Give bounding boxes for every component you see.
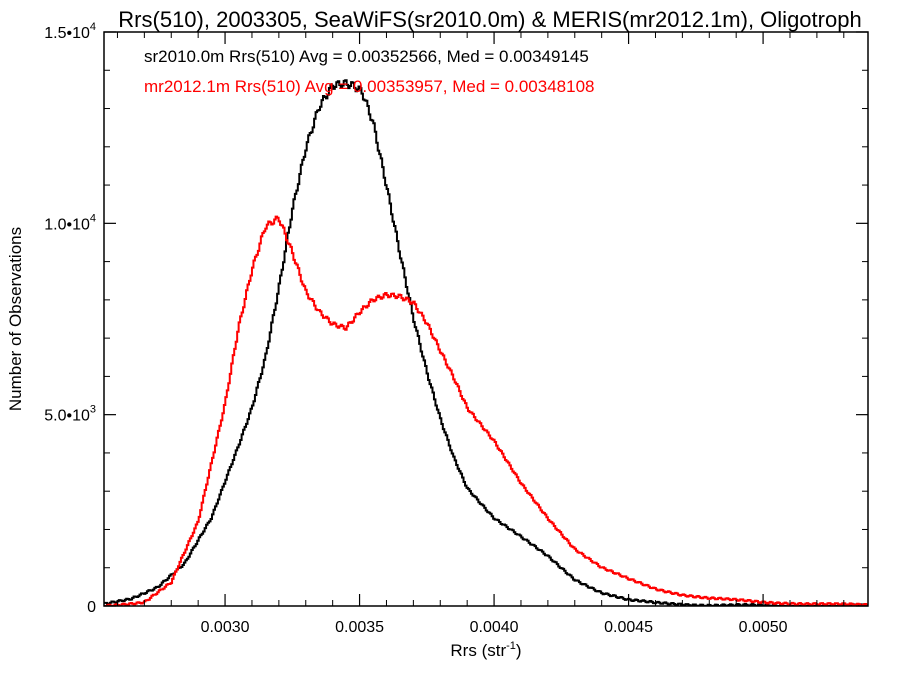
series-layer xyxy=(104,79,868,606)
series-line-sr2010.0m xyxy=(104,79,868,606)
ticks-layer: 0.0030 0.0035 0.0040 0.0045 0.0050 0 5.0•103 1.… xyxy=(44,21,868,636)
chart-title: Rrs(510), 2003305, SeaWiFS(sr2010.0m) & … xyxy=(118,7,861,32)
y-tick-label: 0 xyxy=(87,599,96,616)
x-tick-label: 0.0040 xyxy=(470,619,519,636)
legend-series-2: mr2012.1m Rrs(510) Avg = 0.00353957, Med… xyxy=(144,77,595,96)
x-tick-label: 0.0050 xyxy=(739,619,788,636)
y-tick-label: 1.0•104 xyxy=(44,212,96,233)
x-axis-label: Rrs (str-1) xyxy=(450,640,521,660)
y-tick-label: 1.5•104 xyxy=(44,21,96,42)
legend-series-1: sr2010.0m Rrs(510) Avg = 0.00352566, Med… xyxy=(144,47,589,66)
x-axis-label-sup: -1 xyxy=(506,640,516,652)
y-tick-label: 5.0•103 xyxy=(44,404,96,425)
x-tick-label: 0.0045 xyxy=(604,619,653,636)
series-line-mr2012.1m xyxy=(104,215,868,606)
y-axis-label: Number of Observations xyxy=(6,227,25,411)
plot-frame xyxy=(103,31,869,607)
x-tick-label: 0.0035 xyxy=(335,619,384,636)
x-tick-label: 0.0030 xyxy=(201,619,250,636)
